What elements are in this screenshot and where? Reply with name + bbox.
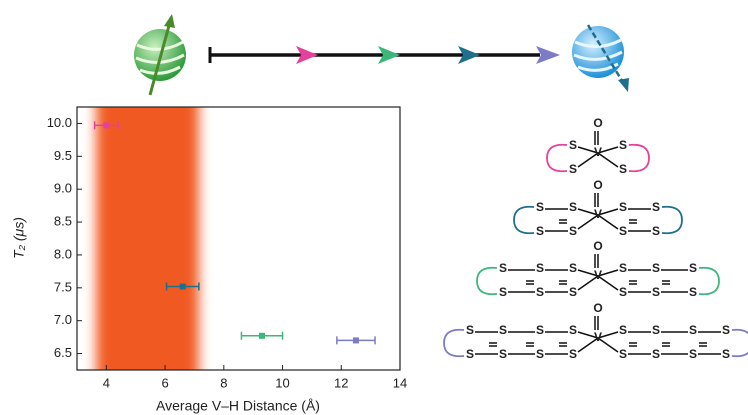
bond — [699, 343, 707, 346]
bond — [732, 330, 748, 356]
bond — [526, 343, 534, 346]
y-tick-label: 9.0 — [54, 181, 72, 196]
atom-label: S — [689, 285, 697, 299]
bond — [559, 281, 567, 284]
atom-label: S — [466, 347, 474, 361]
data-point — [353, 337, 359, 343]
data-point — [259, 333, 265, 339]
atom-label: S — [569, 285, 577, 299]
spin-diagram — [134, 14, 629, 95]
atom-label: S — [619, 285, 627, 299]
y-tick-label: 7.5 — [54, 279, 72, 294]
y-tick-label: 8.0 — [54, 246, 72, 261]
atom-label: S — [536, 224, 544, 238]
atom-label: S — [569, 138, 577, 152]
atom-label: S — [536, 261, 544, 275]
bond — [699, 268, 719, 294]
atom-label: S — [652, 224, 660, 238]
atom-label: O — [593, 116, 602, 130]
bond — [662, 281, 670, 284]
x-tick-label: 8 — [220, 375, 227, 390]
x-tick-label: 14 — [393, 375, 407, 390]
page: {"chart_data": {"type": "scatter", "x_la… — [0, 0, 748, 415]
arrowhead — [618, 78, 629, 92]
bond — [514, 207, 534, 233]
y-axis-label: T₂ (μs) — [11, 217, 27, 259]
atom-label: S — [652, 261, 660, 275]
bond — [595, 131, 598, 145]
atom-label: S — [652, 285, 660, 299]
atom-label: S — [536, 323, 544, 337]
x-tick-label: 6 — [161, 375, 168, 390]
bond — [629, 145, 649, 171]
atom-label: S — [619, 261, 627, 275]
atom-label: S — [466, 323, 474, 337]
bond — [559, 220, 567, 223]
bond — [595, 254, 598, 268]
atom-label: V — [594, 330, 602, 344]
atom-label: S — [569, 200, 577, 214]
atom-label: V — [594, 207, 602, 221]
x-tick-label: 4 — [103, 375, 110, 390]
atom-label: S — [499, 285, 507, 299]
bond — [629, 220, 637, 223]
data-point — [180, 283, 186, 289]
atom-label: S — [689, 261, 697, 275]
atom-label: S — [689, 323, 697, 337]
y-tick-label: 7.0 — [54, 312, 72, 327]
bond — [547, 145, 567, 171]
atom-label: S — [569, 261, 577, 275]
bond — [629, 343, 637, 346]
data-point — [103, 122, 109, 128]
bond — [629, 281, 637, 284]
x-axis-label: Average V–H Distance (Å) — [156, 398, 320, 414]
y-tick-label: 10.0 — [47, 115, 72, 130]
bond — [595, 193, 598, 207]
figure: Average V–H Distance (Å) T₂ (μs) OSSSSVO… — [0, 0, 748, 415]
atom-label: S — [652, 200, 660, 214]
y-tick-label: 9.5 — [54, 148, 72, 163]
y-tick-label: 8.5 — [54, 214, 72, 229]
x-tick-label: 10 — [275, 375, 289, 390]
atom-label: S — [499, 323, 507, 337]
arrowhead — [164, 14, 175, 28]
atom-label: S — [536, 285, 544, 299]
atom-label: S — [619, 224, 627, 238]
shaded-region — [96, 107, 199, 370]
atom-label: O — [593, 301, 602, 315]
bond — [526, 281, 534, 284]
bond — [662, 207, 682, 233]
atom-label: S — [652, 323, 660, 337]
atom-label: S — [619, 200, 627, 214]
atom-label: O — [593, 239, 602, 253]
atom-label: S — [499, 347, 507, 361]
atom-label: S — [569, 224, 577, 238]
bond — [477, 268, 497, 294]
bond — [662, 343, 670, 346]
atom-label: S — [569, 347, 577, 361]
atom-label: S — [722, 323, 730, 337]
atom-label: S — [569, 323, 577, 337]
atom-label: V — [594, 268, 602, 282]
atom-label: S — [619, 323, 627, 337]
atom-label: S — [722, 347, 730, 361]
atom-label: S — [619, 138, 627, 152]
atom-label: V — [594, 145, 602, 159]
y-tick-label: 6.5 — [54, 345, 72, 360]
atom-label: S — [619, 162, 627, 176]
atom-label: S — [652, 347, 660, 361]
atom-label: S — [569, 162, 577, 176]
atom-label: S — [619, 347, 627, 361]
atom-label: S — [536, 200, 544, 214]
atom-label: S — [499, 261, 507, 275]
x-tick-label: 12 — [334, 375, 348, 390]
molecules: OSSSSVOSSSSSSSSVOSSSSSSSSSSSSVOSSSSSSSSS… — [444, 116, 748, 361]
bond — [444, 330, 464, 356]
atom-label: S — [689, 347, 697, 361]
atom-label: S — [536, 347, 544, 361]
bond — [489, 343, 497, 346]
bond — [559, 343, 567, 346]
atom-label: O — [593, 178, 602, 192]
bond — [595, 316, 598, 330]
